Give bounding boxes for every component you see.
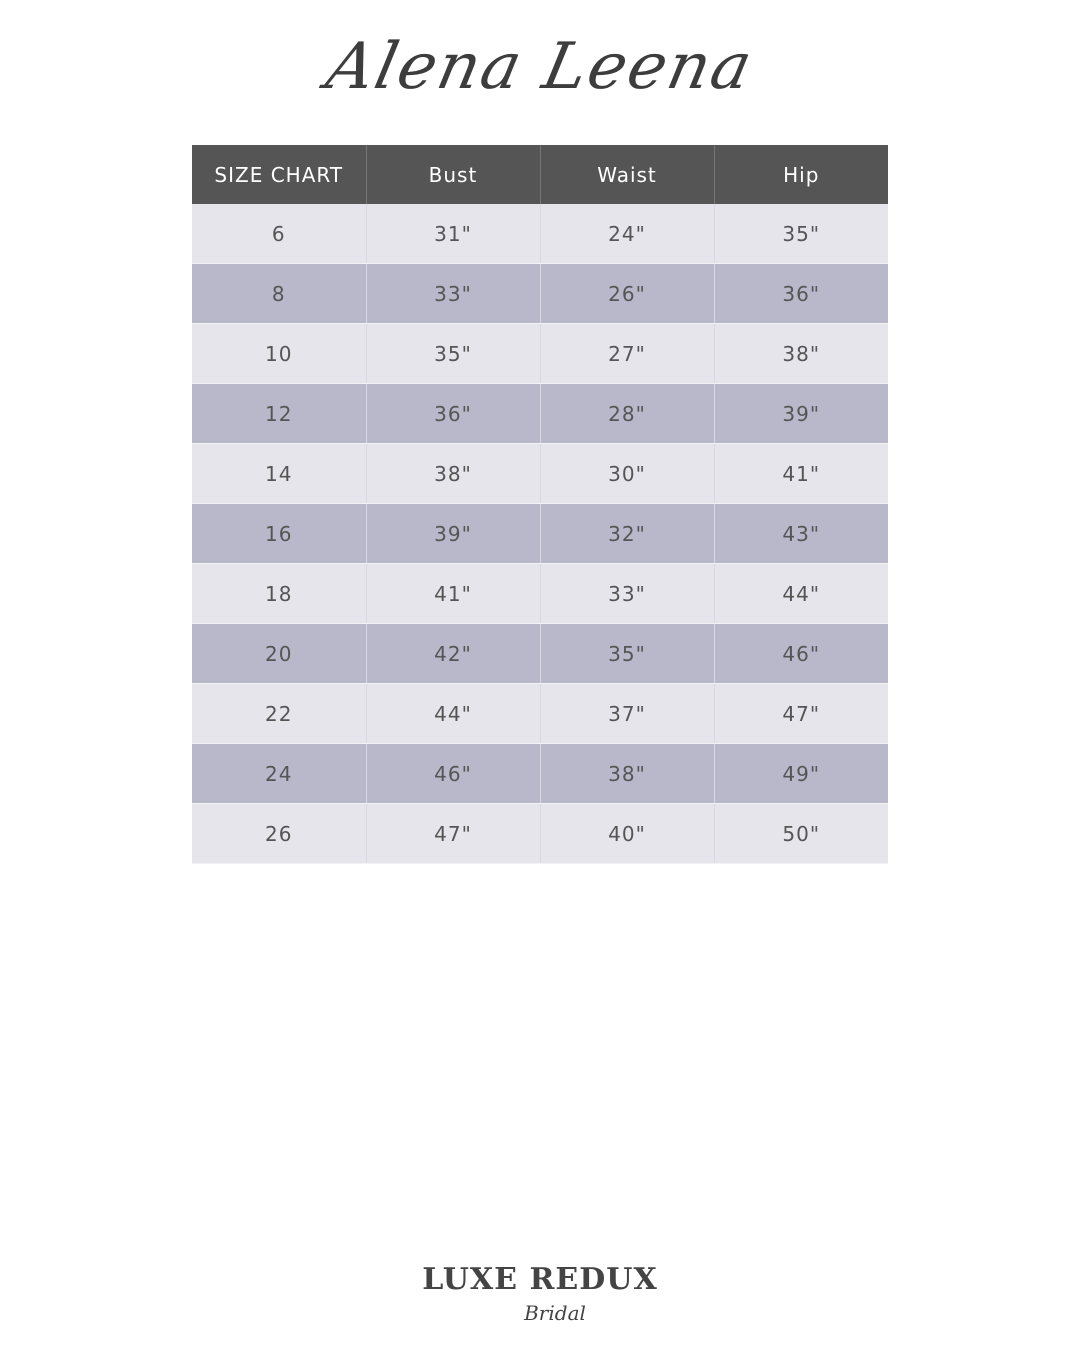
measurement-cell: 46" — [714, 623, 888, 684]
table-header-row: SIZE CHART Bust Waist Hip — [192, 145, 888, 204]
table-row: 16 39" 32" 43" — [192, 503, 888, 564]
measurement-cell: 24" — [540, 204, 715, 264]
table-row: 22 44" 37" 47" — [192, 683, 888, 744]
size-cell: 18 — [192, 563, 367, 624]
column-header: Waist — [540, 145, 715, 204]
table-row: 8 33" 26" 36" — [192, 263, 888, 324]
table-row: 24 46" 38" 49" — [192, 743, 888, 804]
measurement-cell: 28" — [540, 383, 715, 444]
measurement-cell: 39" — [366, 503, 541, 564]
measurement-cell: 41" — [714, 443, 888, 504]
logo-sub-text: Bridal — [524, 1301, 586, 1325]
measurement-cell: 38" — [714, 323, 888, 384]
size-cell: 12 — [192, 383, 367, 444]
table-row: 20 42" 35" 46" — [192, 623, 888, 684]
measurement-cell: 27" — [540, 323, 715, 384]
table-row: 10 35" 27" 38" — [192, 323, 888, 384]
size-cell: 22 — [192, 683, 367, 744]
logo: LUXE REDUX Bridal — [0, 1262, 1080, 1326]
measurement-cell: 38" — [540, 743, 715, 804]
measurement-cell: 42" — [366, 623, 541, 684]
brand-title: Alena Leena — [320, 30, 760, 104]
measurement-cell: 33" — [366, 263, 541, 324]
measurement-cell: 46" — [366, 743, 541, 804]
column-header: Bust — [366, 145, 541, 204]
measurement-cell: 50" — [714, 803, 888, 864]
measurement-cell: 40" — [540, 803, 715, 864]
table-row: 12 36" 28" 39" — [192, 383, 888, 444]
measurement-cell: 26" — [540, 263, 715, 324]
measurement-cell: 35" — [714, 204, 888, 264]
size-cell: 8 — [192, 263, 367, 324]
measurement-cell: 30" — [540, 443, 715, 504]
measurement-cell: 41" — [366, 563, 541, 624]
measurement-cell: 38" — [366, 443, 541, 504]
size-cell: 26 — [192, 803, 367, 864]
measurement-cell: 37" — [540, 683, 715, 744]
table-body: 6 31" 24" 35" 8 33" 26" 36" 10 35" 27" 38" 12 36" 28" 3… — [192, 204, 888, 864]
logo-main-text: LUXE REDUX — [422, 1262, 658, 1297]
size-cell: 24 — [192, 743, 367, 804]
size-chart-table: SIZE CHART Bust Waist Hip 6 31" 24" 35" 8 33" 26"… — [192, 145, 888, 864]
measurement-cell: 32" — [540, 503, 715, 564]
column-header: Hip — [714, 145, 888, 204]
measurement-cell: 36" — [366, 383, 541, 444]
measurement-cell: 35" — [366, 323, 541, 384]
size-cell: 20 — [192, 623, 367, 684]
size-cell: 16 — [192, 503, 367, 564]
measurement-cell: 47" — [366, 803, 541, 864]
size-cell: 6 — [192, 204, 367, 264]
size-cell: 10 — [192, 323, 367, 384]
size-cell: 14 — [192, 443, 367, 504]
measurement-cell: 47" — [714, 683, 888, 744]
table-row: 14 38" 30" 41" — [192, 443, 888, 504]
column-header: SIZE CHART — [192, 145, 367, 204]
measurement-cell: 44" — [714, 563, 888, 624]
measurement-cell: 31" — [366, 204, 541, 264]
measurement-cell: 44" — [366, 683, 541, 744]
table-row: 26 47" 40" 50" — [192, 803, 888, 864]
measurement-cell: 33" — [540, 563, 715, 624]
measurement-cell: 39" — [714, 383, 888, 444]
table-row: 18 41" 33" 44" — [192, 563, 888, 624]
table-row: 6 31" 24" 35" — [192, 204, 888, 264]
measurement-cell: 43" — [714, 503, 888, 564]
measurement-cell: 49" — [714, 743, 888, 804]
measurement-cell: 35" — [540, 623, 715, 684]
measurement-cell: 36" — [714, 263, 888, 324]
